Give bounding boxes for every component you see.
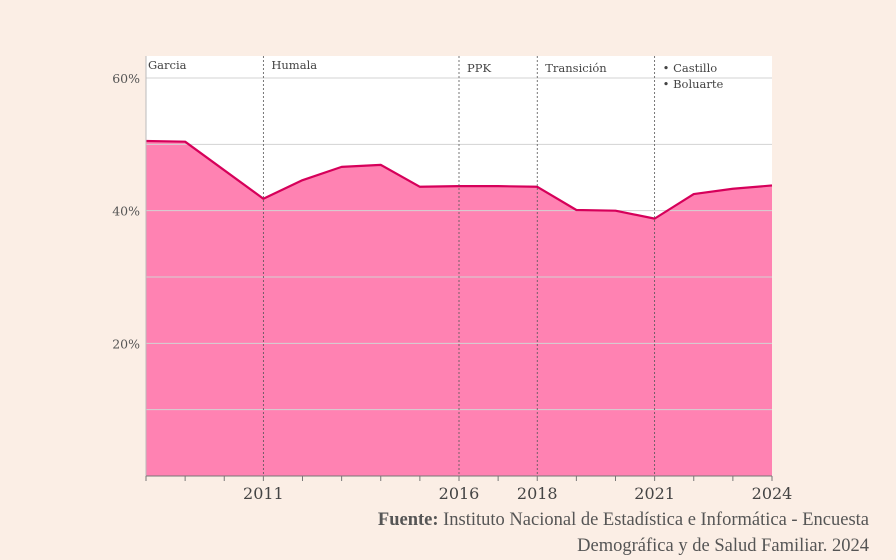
source-note: Fuente: Instituto Nacional de Estadístic… (309, 507, 869, 559)
x-tick-label: 2016 (439, 484, 480, 503)
x-tick-label: 2024 (752, 484, 793, 503)
x-tick-label: 2011 (243, 484, 284, 503)
source-text: Instituto Nacional de Estadística e Info… (443, 510, 869, 556)
period-label: Garcia (148, 58, 187, 72)
x-tick-label: 2021 (634, 484, 675, 503)
source-prefix: Fuente: (377, 510, 439, 530)
period-label: Transición (545, 61, 607, 75)
period-label: Humala (271, 58, 317, 72)
y-tick-label: 40% (112, 204, 140, 219)
y-tick-label: 60% (112, 71, 140, 86)
y-tick-label: 20% (112, 336, 140, 351)
period-label: • Castillo (663, 61, 718, 75)
area-chart: Garcia Humala PPK Transición • Castillo • Bol… (112, 56, 793, 503)
series-line (145, 139, 773, 220)
x-tick-label: 2018 (517, 484, 558, 503)
period-label: • Boluarte (663, 77, 724, 91)
period-label: PPK (467, 61, 491, 75)
